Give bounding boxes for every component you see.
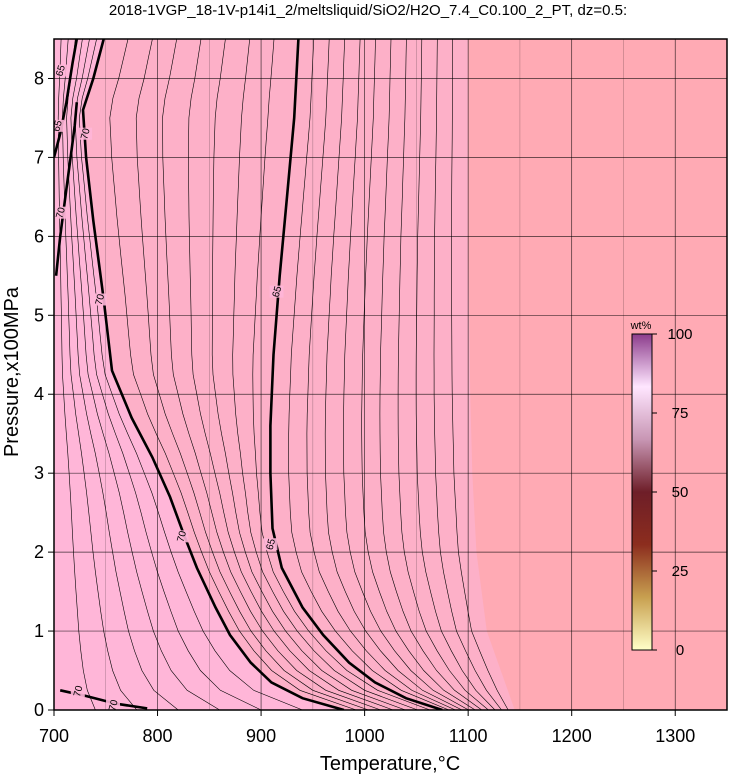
contour-label: 65 [265, 537, 279, 551]
x-tick-label: 1000 [345, 726, 385, 746]
y-tick-label: 2 [34, 542, 44, 562]
major-contour-line [81, 39, 345, 710]
minor-contour-line [57, 39, 96, 710]
y-tick-label: 3 [34, 463, 44, 483]
y-tick-label: 1 [34, 621, 44, 641]
minor-contour-line [211, 39, 406, 710]
colorbar-ticks: 0 25 50 75 100 [652, 326, 693, 659]
major-contour-line [54, 102, 79, 276]
contour-labels: 65 65 70 70 70 65 70 65 70 70 [51, 64, 285, 712]
colorbar-tick-label: 50 [672, 484, 689, 501]
colorbar-ramp [631, 333, 653, 651]
contour-label: 70 [72, 684, 86, 698]
y-tick-label: 6 [34, 226, 44, 246]
minor-contour-line [361, 39, 476, 710]
contour-label-bg [54, 206, 68, 219]
colorbar-tick-label: 75 [672, 405, 689, 422]
contour-label: 70 [107, 698, 121, 712]
colorbar-unit: wt% [630, 320, 652, 332]
x-tick-label: 700 [39, 726, 69, 746]
contour-label-bg [269, 285, 284, 298]
y-tick-label: 8 [34, 68, 44, 88]
minor-contour-line [324, 39, 463, 710]
x-tick-label: 1300 [655, 726, 695, 746]
minor-contour-line [66, 39, 179, 710]
contour-label-bg [78, 127, 93, 140]
colorbar: wt% 0 25 50 75 100 [630, 320, 693, 659]
minor-contour-line [109, 39, 357, 710]
plot-frame [53, 38, 728, 711]
x-tick-label: 800 [143, 726, 173, 746]
minor-contour-line [343, 39, 469, 710]
minor-contour-line [288, 39, 450, 710]
x-axis-title: Temperature,°C [320, 753, 460, 775]
colorbar-tick-label: 100 [667, 326, 692, 343]
minor-contour-line [306, 39, 456, 710]
minor-contour-line [252, 39, 431, 710]
minor-contour-line [415, 39, 496, 710]
minor-contour-line [78, 39, 303, 710]
x-tick-label: 1200 [552, 726, 592, 746]
contour-label-bg [106, 699, 121, 710]
colorbar-tick-label: 0 [676, 642, 684, 659]
contour-label-bg [54, 64, 68, 77]
x-tick-label: 1100 [449, 726, 488, 746]
minor-contour-line [433, 39, 502, 710]
contour-label: 70 [176, 529, 190, 543]
contour-label: 70 [79, 127, 93, 141]
minor-contour-line [451, 39, 509, 710]
minor-contour-line [232, 39, 418, 710]
minor-contour-line [74, 39, 262, 710]
y-tick-label: 7 [34, 147, 44, 167]
minor-contour-line [62, 39, 138, 710]
x-tick-label: 900 [246, 726, 276, 746]
minor-contour-line [379, 39, 482, 710]
contour-label: 65 [51, 119, 65, 133]
contour-label-bg [70, 685, 85, 698]
contour-label-bg [174, 530, 189, 543]
contour-label: 65 [271, 285, 285, 299]
contour-label: 70 [94, 293, 108, 307]
grid-lines [54, 39, 727, 710]
contour-label-bg [92, 293, 107, 306]
y-tick-label: 0 [34, 700, 44, 720]
contour-label-bg [263, 538, 278, 551]
major-contour-line [54, 39, 79, 158]
major-contours [54, 39, 443, 710]
minor-contour-line [187, 39, 394, 710]
plot-area: 65 65 70 70 70 65 70 65 70 70 [51, 39, 727, 712]
contour-label-bg [54, 119, 65, 132]
minor-contour-line [135, 39, 369, 710]
minor-contour-line [397, 39, 489, 710]
major-contour-line [269, 39, 443, 710]
contour-label: 65 [54, 64, 68, 78]
colorbar-tick-label: 25 [672, 563, 689, 580]
chart-title: 2018-1VGP_18-1V-p14i1_2/meltsliquid/SiO2… [109, 2, 627, 19]
y-axis: 0 1 2 3 4 5 6 7 8 [34, 68, 54, 720]
y-axis-title: Pressure,x100MPa [1, 286, 23, 457]
y-tick-label: 5 [34, 305, 44, 325]
minor-contours [57, 39, 509, 710]
low-temperature-field [54, 39, 344, 710]
minor-contour-line [162, 39, 381, 710]
y-tick-label: 4 [34, 384, 44, 404]
x-axis: 700 800 900 1000 1100 1200 1300 [39, 710, 695, 746]
contour-label: 70 [54, 206, 68, 220]
